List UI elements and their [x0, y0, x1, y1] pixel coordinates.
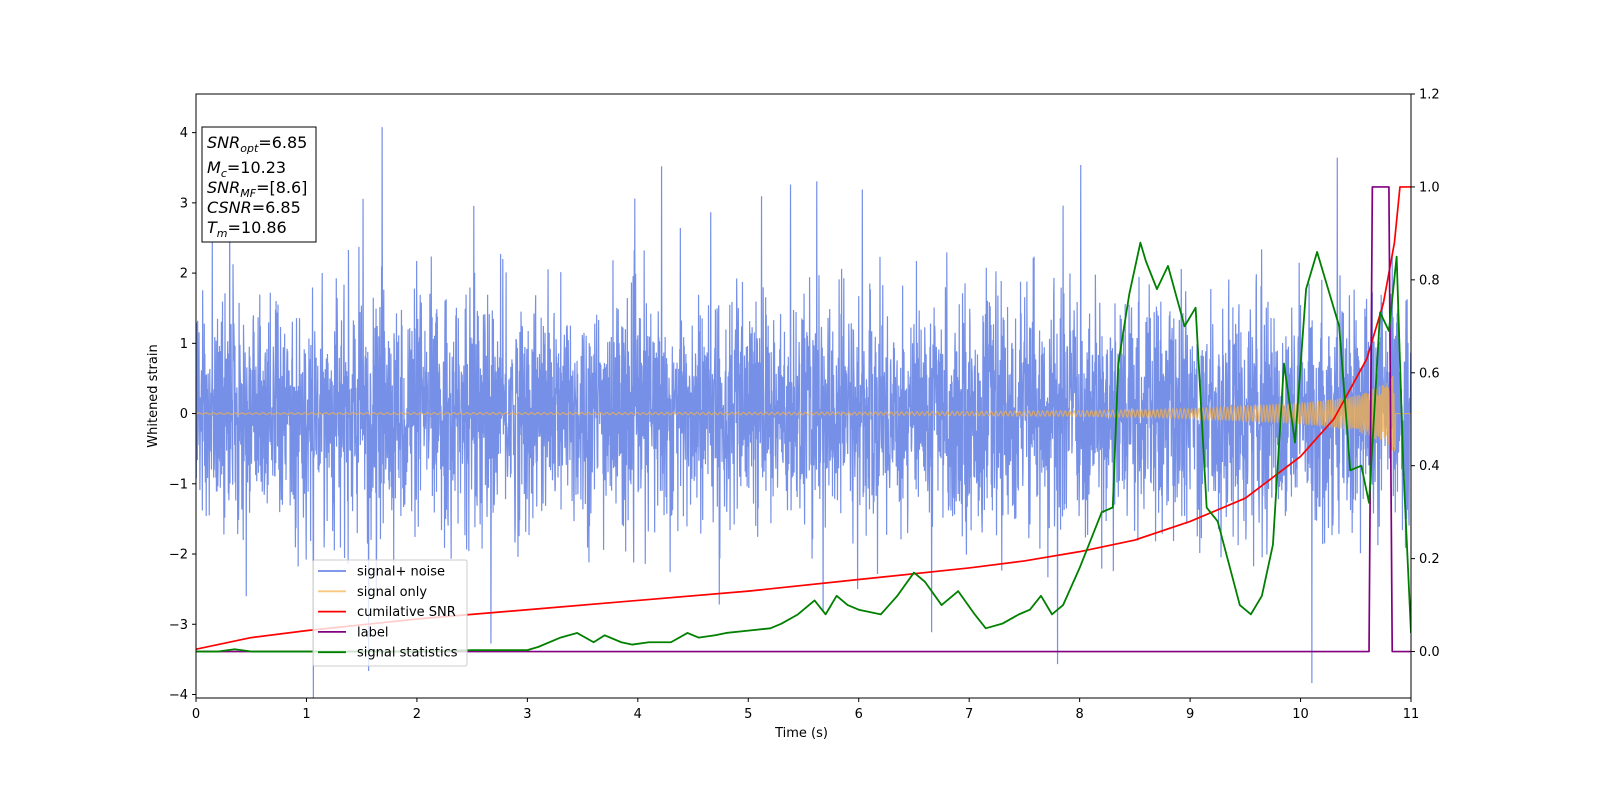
x-tick-label: 8: [1075, 707, 1083, 722]
y-right-tick-label: 0.0: [1419, 645, 1440, 660]
y-left-tick-label: 3: [180, 196, 188, 211]
x-tick-label: 7: [965, 707, 973, 722]
series-signal-only-line: [196, 376, 1411, 452]
x-tick-label: 0: [192, 707, 200, 722]
y-right-tick-label: 1.0: [1419, 180, 1440, 195]
y-left-tick-label: 0: [180, 407, 188, 422]
x-axis-label: Time (s): [774, 726, 828, 741]
y-right-tick-label: 0.4: [1419, 459, 1440, 474]
y-right-tick-label: 0.2: [1419, 552, 1440, 567]
x-tick-label: 10: [1292, 707, 1309, 722]
annotation-line: Mc=10.23: [207, 158, 286, 180]
axes-frame: [195, 93, 1412, 699]
x-tick-label: 6: [855, 707, 863, 722]
y-axis-left: −4 −3 −2 −1 0 1 2 3 4: [169, 126, 196, 703]
annotation-line: SNRMF=[8.6]: [207, 178, 307, 200]
y-right-tick-label: 0.6: [1419, 366, 1440, 381]
series-label-line: [196, 186, 1411, 653]
y-axis-right: 0.0 0.2 0.4 0.6 0.8 1.0 1.2: [1411, 88, 1440, 660]
legend-label: signal only: [357, 585, 427, 600]
annotation-line: CSNR=6.85: [207, 198, 301, 217]
y-left-tick-label: 2: [180, 267, 188, 282]
y-left-tick-label: −3: [169, 618, 188, 633]
y-right-tick-label: 0.8: [1419, 273, 1440, 288]
x-tick-label: 4: [634, 707, 642, 722]
x-tick-label: 2: [413, 707, 421, 722]
series-signal-statistics-line: [196, 241, 1411, 653]
annotation-box-frame: [201, 126, 317, 243]
x-tick-label: 11: [1403, 707, 1420, 722]
y-right-tick-label: 1.2: [1419, 88, 1440, 103]
legend-label: signal+ noise: [357, 565, 445, 580]
series-signal-noise-line: [196, 127, 1411, 698]
y-left-tick-label: −4: [169, 688, 188, 703]
y-left-tick-label: 4: [180, 126, 188, 141]
x-tick-label: 9: [1186, 707, 1194, 722]
annotation-box: SNRopt=6.85 Mc=10.23SNRMF=[8.6]CSNR=6.85T…: [201, 126, 317, 243]
annotation-line: SNRopt=6.85: [207, 133, 307, 155]
legend-label: label: [357, 625, 388, 640]
y-left-tick-label: −2: [169, 548, 188, 563]
annotation-line: Tm=10.86: [207, 218, 287, 240]
x-axis: 0 1 2 3 4 5 6 7 8 9 10 11: [192, 698, 1419, 722]
x-tick-label: 1: [302, 707, 310, 722]
legend: signal+ noise signal only cumilative SNR la…: [312, 559, 468, 667]
x-tick-label: 3: [523, 707, 531, 722]
y-left-tick-label: 1: [180, 337, 188, 352]
x-tick-label: 5: [744, 707, 752, 722]
legend-label: cumilative SNR: [357, 605, 456, 620]
legend-label: signal statistics: [357, 646, 458, 661]
y-axis-label: Whitened strain: [146, 344, 161, 447]
legend-frame: [312, 559, 468, 667]
y-left-tick-label: −1: [169, 477, 188, 492]
